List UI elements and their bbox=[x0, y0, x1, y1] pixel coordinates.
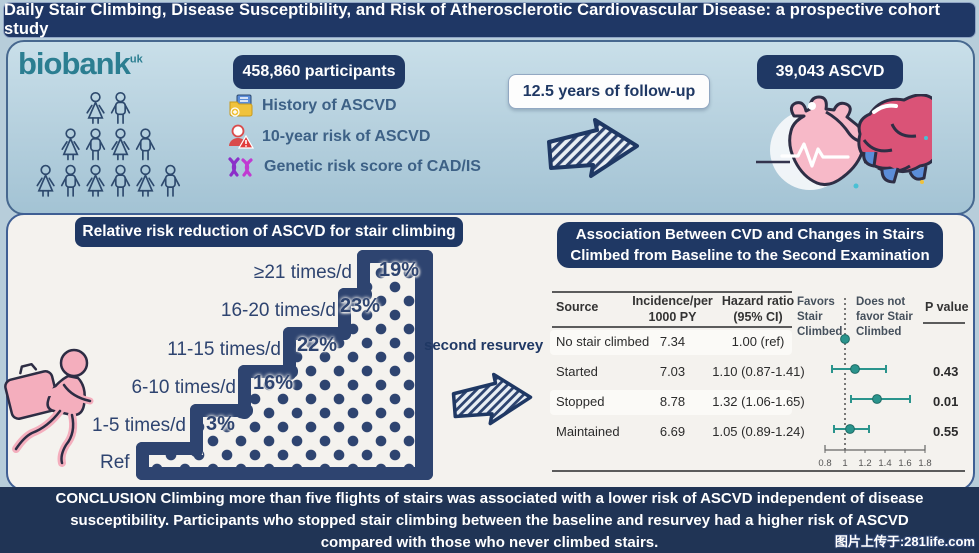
bullet-genetic-risk: Genetic risk score of CAD/IS bbox=[226, 155, 481, 179]
resurvey-label: second resurvey bbox=[424, 337, 544, 354]
stair-step2-value: 16% bbox=[253, 372, 294, 394]
conclusion-line-1: CONCLUSION Climbing more than five fligh… bbox=[55, 489, 924, 507]
col-not-favor: Does not favor Stair Climbed bbox=[856, 296, 913, 338]
conclusion-bar: CONCLUSION Climbing more than five fligh… bbox=[0, 487, 979, 553]
watermark: 图片上传于:281life.com bbox=[834, 534, 975, 549]
stair-tread-1 bbox=[136, 442, 203, 455]
stair-step5-value: 19% bbox=[379, 259, 420, 281]
stair-step2-label: 6-10 times/d bbox=[131, 377, 236, 398]
stair-ground-bar bbox=[136, 467, 433, 480]
biobank-logo-text: biobank bbox=[18, 46, 131, 81]
row2-hr: 1.10 (0.87-1.41) bbox=[712, 364, 805, 379]
bullet-history-label: History of ASCVD bbox=[262, 97, 397, 114]
col-hazard: Hazard ratio (95% CI) bbox=[721, 294, 795, 324]
bullet-history-ascvd: History of ASCVD bbox=[228, 94, 397, 118]
arrow-right-icon-2 bbox=[451, 372, 533, 426]
stair-ref-label: Ref bbox=[100, 452, 130, 473]
stair-step5-label: ≥21 times/d bbox=[253, 262, 352, 283]
row1-source: No stair climbed bbox=[556, 334, 650, 349]
svg-text:0.8: 0.8 bbox=[818, 458, 831, 469]
running-person-icon bbox=[4, 348, 94, 467]
stair-step1-value: 3% bbox=[206, 413, 235, 435]
outcome-count-box: 39,043 ASCVD bbox=[757, 55, 903, 89]
bullet-10year-risk: 10-year risk of ASCVD bbox=[228, 124, 430, 149]
row3-hr: 1.32 (1.06-1.65) bbox=[712, 394, 805, 409]
conclusion-line-3: compared with those who never climbed st… bbox=[320, 533, 659, 551]
pvalue-rule bbox=[923, 322, 965, 324]
row1-hr: 1.00 (ref) bbox=[731, 334, 785, 349]
participants-pyramid-icon bbox=[36, 91, 181, 197]
association-header-box: Association Between CVD and Changes in S… bbox=[557, 222, 943, 268]
row-stripe-3 bbox=[550, 390, 792, 415]
association-header: Association Between CVD and Changes in S… bbox=[570, 226, 930, 264]
stair-riser-1 bbox=[136, 442, 149, 480]
row4-incidence: 6.69 bbox=[659, 424, 686, 439]
stair-tread-3 bbox=[238, 365, 298, 378]
study-title: Daily Stair Climbing, Disease Susceptibi… bbox=[4, 1, 941, 38]
outcome-count: 39,043 ASCVD bbox=[775, 63, 885, 80]
col-favors: Favors Stair Climbed bbox=[797, 296, 843, 338]
svg-text:1.8: 1.8 bbox=[918, 458, 931, 469]
bullet-10year-label: 10-year risk of ASCVD bbox=[262, 127, 431, 145]
bullet-genetic-label: Genetic risk score of CAD/IS bbox=[264, 158, 481, 175]
arrow-right-icon bbox=[547, 118, 639, 178]
stair-step4-label: 16-20 times/d bbox=[220, 300, 336, 321]
followup-box: 12.5 years of follow-up bbox=[508, 74, 710, 109]
row3-pvalue: 0.01 bbox=[933, 394, 959, 409]
conclusion-line-2: susceptibility. Participants who stopped… bbox=[70, 511, 909, 529]
row-stripe-1 bbox=[550, 330, 792, 355]
col-pvalue: P value bbox=[925, 300, 969, 314]
row2-pvalue: 0.43 bbox=[933, 364, 959, 379]
table-bottom-rule bbox=[552, 470, 965, 472]
col-incidence: Incidence/per 1000 PY bbox=[632, 294, 713, 324]
row2-source: Started bbox=[556, 364, 598, 379]
followup-label: 12.5 years of follow-up bbox=[522, 82, 696, 100]
person-warning-icon bbox=[229, 124, 254, 149]
table-top-rule bbox=[552, 291, 792, 293]
folder-history-icon bbox=[229, 94, 253, 117]
stair-top-platform bbox=[357, 250, 433, 263]
svg-text:1.6: 1.6 bbox=[898, 458, 911, 469]
stair-riser-6 bbox=[357, 250, 370, 295]
dna-icon bbox=[228, 157, 253, 177]
row2-incidence: 7.03 bbox=[659, 364, 686, 379]
stair-tread-2 bbox=[190, 404, 253, 417]
biobank-logo-uk: uk bbox=[129, 53, 143, 66]
participants-count: 458,860 participants bbox=[242, 63, 396, 80]
col-source: Source bbox=[556, 300, 599, 314]
row4-hr: 1.05 (0.89-1.24) bbox=[712, 424, 805, 439]
row4-pvalue: 0.55 bbox=[933, 424, 959, 439]
svg-text:1.2: 1.2 bbox=[858, 458, 871, 469]
title-bar: Daily Stair Climbing, Disease Susceptibi… bbox=[3, 1, 976, 38]
heart-brain-icon bbox=[756, 94, 932, 190]
stair-step4-value: 23% bbox=[340, 295, 381, 317]
table-header-rule bbox=[552, 326, 792, 328]
stair-tread-4 bbox=[283, 327, 351, 340]
row1-incidence: 7.34 bbox=[659, 334, 686, 349]
svg-text:1: 1 bbox=[842, 458, 847, 469]
stair-step3-label: 11-15 times/d bbox=[167, 339, 281, 360]
stair-chart-header-box: Relative risk reduction of ASCVD for sta… bbox=[75, 217, 463, 247]
stair-chart-header: Relative risk reduction of ASCVD for sta… bbox=[82, 223, 456, 240]
svg-text:1.4: 1.4 bbox=[878, 458, 891, 469]
row3-incidence: 8.78 bbox=[659, 394, 686, 409]
stair-step3-value: 22% bbox=[297, 334, 338, 356]
row4-source: Maintained bbox=[556, 424, 620, 439]
stair-step1-label: 1-5 times/d bbox=[92, 415, 186, 436]
uk-biobank-logo: biobankuk bbox=[18, 46, 143, 82]
row3-source: Stopped bbox=[556, 394, 605, 409]
forest-plot: 0.8 1 1.2 1.4 1.6 1.8 bbox=[818, 298, 932, 469]
stair-right-wall bbox=[415, 250, 433, 480]
participants-count-box: 458,860 participants bbox=[233, 55, 405, 89]
